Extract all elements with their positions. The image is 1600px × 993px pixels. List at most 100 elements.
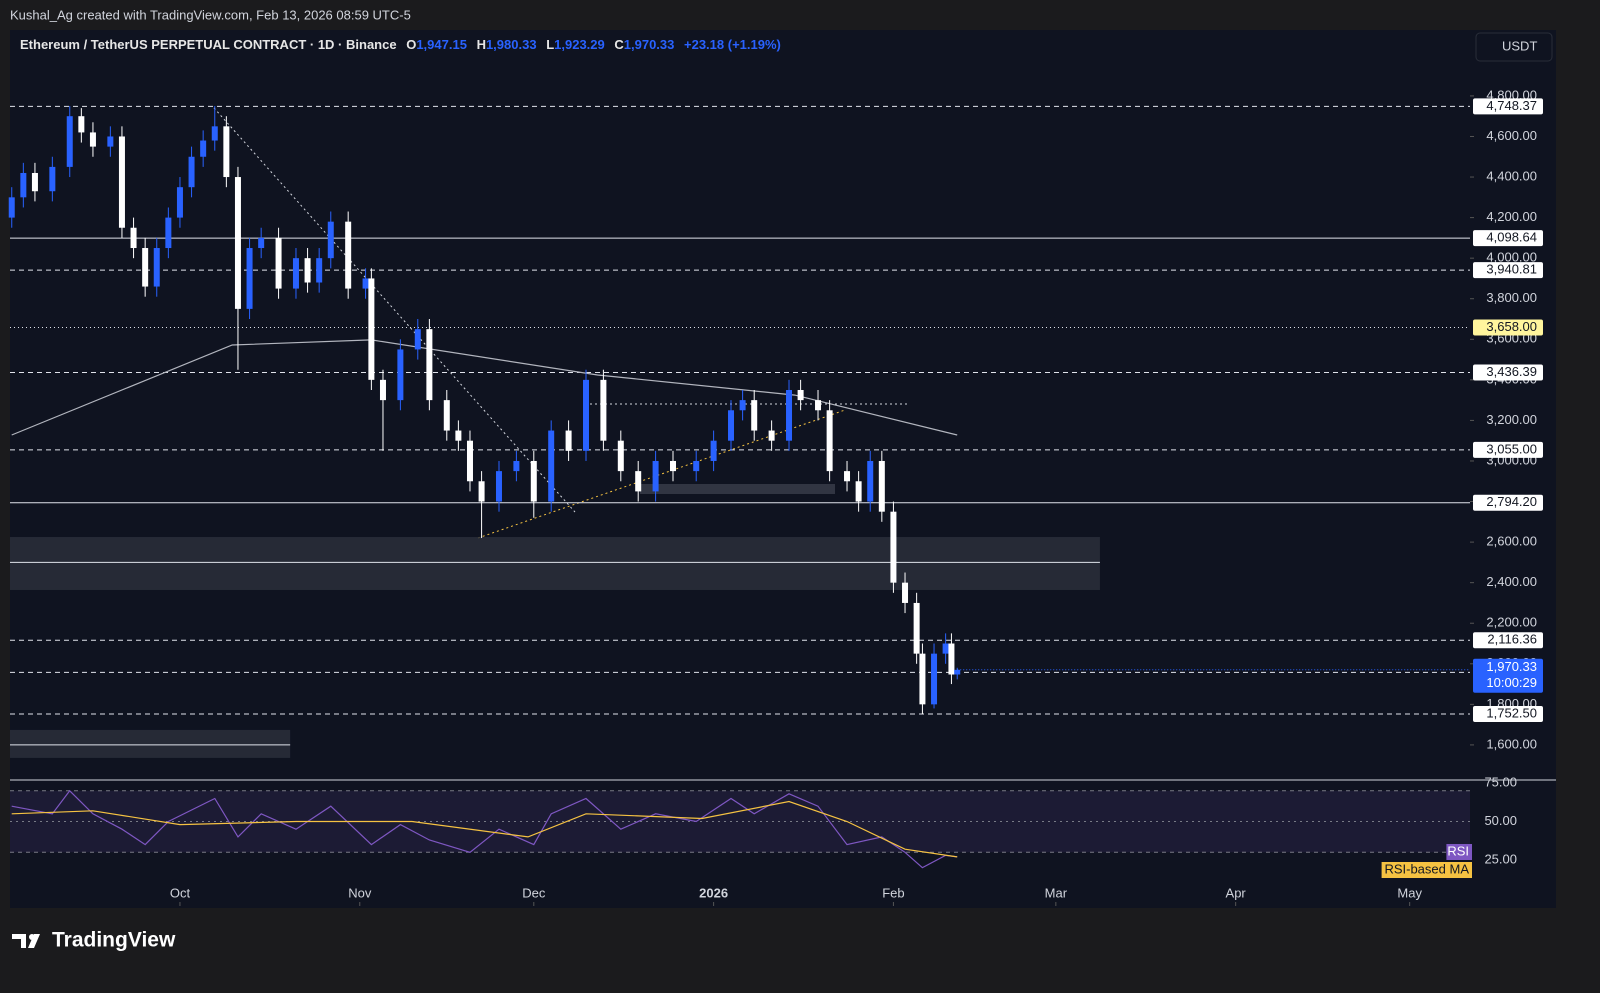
candle-body: [693, 460, 700, 472]
candle-body: [548, 430, 555, 502]
y-tick-label: 3,200.00: [1486, 412, 1537, 427]
candle-body: [234, 177, 241, 309]
o-value: 1,947.15: [416, 37, 467, 52]
symbol: Ethereum / TetherUS PERPETUAL CONTRACT ·…: [20, 37, 397, 52]
candle-body: [513, 460, 520, 472]
rsi-tick-label: 75.00: [1484, 775, 1517, 790]
y-tick-label: 4,400.00: [1486, 168, 1537, 183]
x-tick-label: Apr: [1226, 885, 1247, 900]
y-tick-label: 4,000.00: [1486, 250, 1537, 265]
candle-body: [258, 237, 265, 249]
candle-body: [78, 116, 85, 133]
candle-body: [118, 136, 125, 228]
candle-body: [153, 248, 160, 287]
last-price-label: 1,970.33: [1486, 659, 1537, 674]
y-tick-label: 3,800.00: [1486, 290, 1537, 305]
level-label-box: [1473, 98, 1543, 115]
candle-body: [246, 248, 253, 309]
level-label-box: [1473, 441, 1543, 458]
candle-body: [635, 471, 642, 492]
candle-body: [495, 471, 502, 502]
brand: TradingView: [52, 929, 176, 952]
x-tick-label: Dec: [522, 885, 546, 900]
candle-body: [617, 440, 624, 472]
series-tag: [1446, 844, 1472, 860]
chart-background: [10, 30, 1556, 908]
level-label: 3,658.00: [1486, 319, 1537, 334]
candle-body: [931, 653, 938, 705]
x-tick-label: Mar: [1045, 885, 1068, 900]
logo: TradingView: [12, 929, 176, 952]
level-label-box: [1473, 705, 1543, 722]
candle-body: [600, 379, 607, 441]
candle-body: [200, 140, 207, 157]
trend-line: [213, 107, 576, 513]
candle-body: [20, 172, 27, 198]
candle-body: [345, 221, 352, 289]
y-tick-label: 2,200.00: [1486, 615, 1537, 630]
level-label-box: [1473, 364, 1543, 381]
x-tick-label: 2026: [699, 885, 728, 900]
candle-body: [890, 511, 897, 583]
level-label-box: [1473, 319, 1543, 336]
level-label: 3,055.00: [1486, 441, 1537, 456]
candle-body: [397, 349, 404, 401]
level-label: 4,748.37: [1486, 98, 1537, 113]
moving-average: [11, 339, 958, 436]
series-tag: [1381, 862, 1472, 878]
level-label-box: [1473, 230, 1543, 247]
candle-body: [815, 400, 822, 411]
candle-body: [292, 258, 299, 289]
candle-body: [107, 136, 114, 147]
candle-body: [142, 248, 149, 287]
level-label-box: [1473, 632, 1543, 649]
candle-body: [31, 172, 38, 192]
x-tick-label: Oct: [170, 885, 191, 900]
logo-dot: [29, 934, 35, 940]
candle-body: [316, 258, 323, 283]
level-label: 4,098.64: [1486, 230, 1537, 245]
candle-body: [786, 389, 793, 441]
countdown: 10:00:29: [1486, 675, 1537, 690]
candle-body: [368, 278, 375, 380]
candle-body: [902, 582, 909, 603]
change: +23.18 (+1.19%): [684, 37, 781, 52]
candle-body: [211, 126, 218, 141]
level-label: 3,436.39: [1486, 364, 1537, 379]
h-value: 1,980.33: [486, 37, 537, 52]
candle-body: [728, 410, 735, 441]
rsi-line: [11, 789, 958, 869]
c-key: C: [614, 37, 624, 52]
logo-mark: [12, 934, 40, 948]
y-tick-label: 4,200.00: [1486, 209, 1537, 224]
candle-body: [8, 197, 15, 218]
candle-body: [913, 602, 920, 654]
candle-body: [478, 481, 485, 502]
candle-body: [223, 126, 230, 178]
rsi-tick-label: 25.00: [1484, 851, 1517, 866]
candle-body: [362, 278, 369, 289]
l-value: 1,923.29: [554, 37, 605, 52]
candle-body: [565, 430, 572, 451]
currency-button[interactable]: [1475, 32, 1553, 62]
author-line: Kushal_Ag created with TradingView.com, …: [10, 7, 411, 22]
trend-lines: [213, 107, 910, 539]
candle-body: [327, 221, 334, 259]
candle-body: [466, 440, 473, 482]
candle-body: [66, 116, 73, 167]
candle-body: [455, 430, 462, 441]
legend: Ethereum / TetherUS PERPETUAL CONTRACT ·…: [20, 37, 781, 52]
candle-body: [919, 653, 926, 705]
last-price-box: [1473, 658, 1543, 693]
candle-body: [942, 643, 949, 654]
c-value: 1,970.33: [624, 37, 675, 52]
candle-body: [954, 669, 961, 675]
o-key: O: [406, 37, 416, 52]
series-tag-label: RSI-based MA: [1384, 861, 1469, 876]
candle-body: [130, 227, 137, 249]
y-tick-label: 4,600.00: [1486, 128, 1537, 143]
candle-body: [948, 643, 955, 675]
currency[interactable]: USDT: [1502, 38, 1537, 53]
candle-body: [426, 329, 433, 401]
